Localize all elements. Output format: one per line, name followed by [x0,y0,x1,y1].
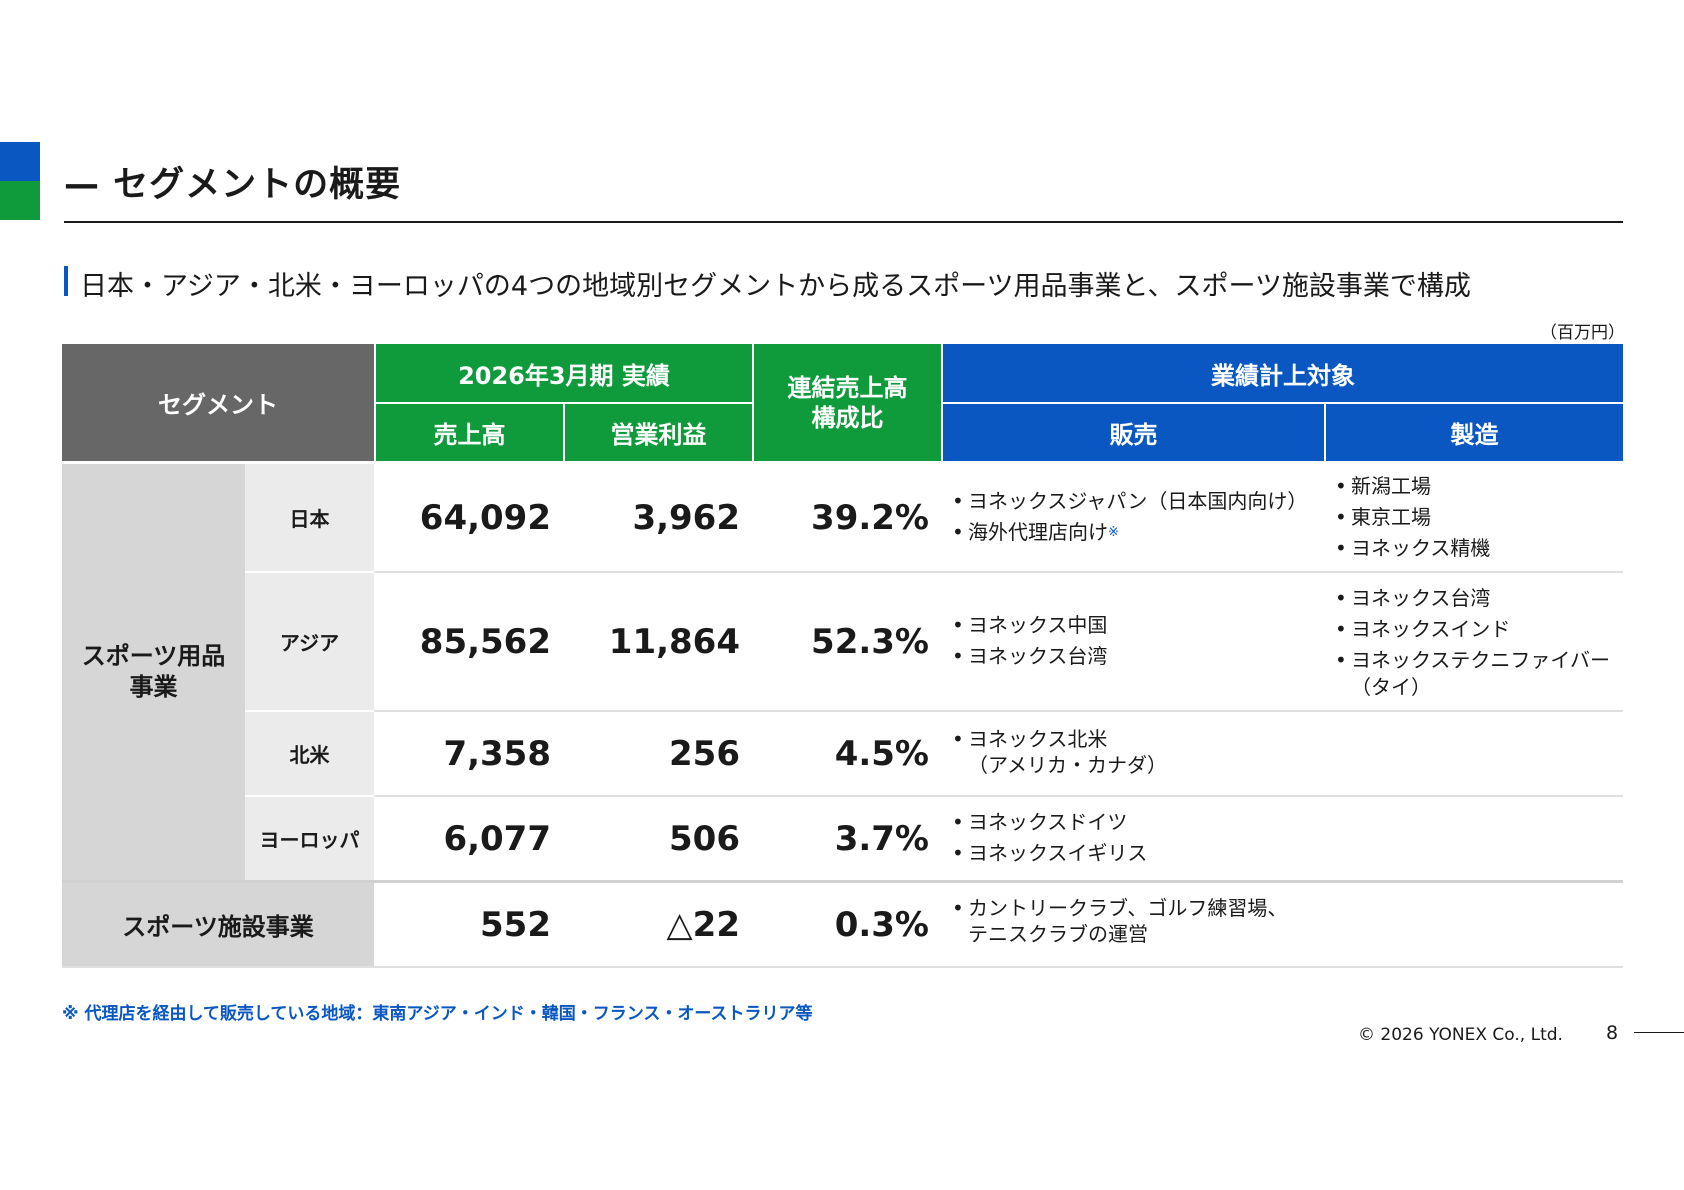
sales-facility: 552 [480,904,551,945]
header-operating-profit: 営業利益 [565,404,752,461]
row-divider [374,710,1623,712]
list-item: 東京工場 [1333,502,1490,533]
title-underline [64,221,1623,223]
sales-list-asia: ヨネックス中国 ヨネックス台湾 [950,610,1107,672]
row-divider [374,571,1623,573]
profit-north-america: 256 [669,733,740,774]
list-item: ヨネックスインド [1333,614,1610,645]
table-bottom-border [62,966,1623,968]
ratio-asia: 52.3% [811,621,929,662]
segment-group-sporting-goods: スポーツ用品 事業 [62,464,245,880]
page-number-rule [1634,1032,1684,1033]
sales-list-facility: カントリークラブ、ゴルフ練習場、 テニスクラブの運営 [950,895,1287,947]
region-asia: アジア [245,573,374,710]
profit-facility: △22 [666,904,740,945]
region-north-america: 北米 [245,712,374,795]
list-item: ヨネックス台湾 [1333,583,1610,614]
list-item: 海外代理店向け※ [950,517,1307,548]
copyright: © 2026 YONEX Co., Ltd. [1358,1025,1563,1045]
page-title: — セグメントの概要 [64,165,402,205]
page-number: 8 [1606,1022,1619,1044]
sales-list-north-america: ヨネックス北米 （アメリカ・カナダ） [950,726,1167,778]
list-item: ヨネックスドイツ [950,807,1147,838]
sales-asia: 85,562 [419,621,551,662]
sales-japan: 64,092 [419,497,551,538]
list-item: ヨネックス中国 [950,610,1107,641]
header-ratio: 連結売上高 構成比 [754,344,941,461]
header-results: 2026年3月期 実績 [376,344,752,402]
note-mark: ※ [1108,525,1119,540]
row-divider [62,880,1623,883]
segment-facility: スポーツ施設事業 [62,883,374,966]
sales-europe: 6,077 [443,818,551,859]
mfg-list-asia: ヨネックス台湾 ヨネックスインド ヨネックステクニファイバー （タイ） [1333,583,1610,698]
list-item: ヨネックス精機 [1333,533,1490,564]
header-sales: 売上高 [376,404,563,461]
profit-europe: 506 [669,818,740,859]
list-item-continuation: テニスクラブの運営 [968,922,1148,946]
region-europe: ヨーロッパ [245,797,374,880]
accent-block-blue [0,142,40,181]
profit-japan: 3,962 [632,497,740,538]
page-subtitle: 日本・アジア・北米・ヨーロッパの4つの地域別セグメントから成るスポーツ用品事業と… [80,271,1471,302]
footnote: ※ 代理店を経由して販売している地域：東南アジア・インド・韓国・フランス・オース… [62,1004,813,1024]
list-item: ヨネックスジャパン（日本国内向け） [950,486,1307,517]
sales-north-america: 7,358 [443,733,551,774]
ratio-north-america: 4.5% [834,733,929,774]
header-sales-channel: 販売 [943,404,1324,461]
ratio-facility: 0.3% [834,904,929,945]
accent-block-green [0,181,40,220]
ratio-japan: 39.2% [811,497,929,538]
mfg-list-japan: 新潟工場 東京工場 ヨネックス精機 [1333,471,1490,564]
sales-list-europe: ヨネックスドイツ ヨネックスイギリス [950,807,1147,869]
unit-label: （百万円） [1540,323,1625,343]
list-item-continuation: （アメリカ・カナダ） [968,753,1167,777]
row-divider [374,795,1623,797]
sales-list-japan: ヨネックスジャパン（日本国内向け） 海外代理店向け※ [950,486,1307,548]
header-segment: セグメント [62,344,374,461]
list-item: 新潟工場 [1333,471,1490,502]
list-item: ヨネックス北米 [950,726,1167,752]
list-item: カントリークラブ、ゴルフ練習場、 [950,895,1287,921]
list-item: ヨネックステクニファイバー [1333,645,1610,676]
list-item-continuation: （タイ） [1351,675,1431,699]
region-japan: 日本 [245,464,374,571]
list-item: ヨネックス台湾 [950,641,1107,672]
header-performance-target: 業績計上対象 [943,344,1623,402]
ratio-europe: 3.7% [834,818,929,859]
header-manufacturing: 製造 [1326,404,1623,461]
profit-asia: 11,864 [608,621,740,662]
subtitle-marker [64,266,68,296]
list-item: ヨネックスイギリス [950,838,1147,869]
